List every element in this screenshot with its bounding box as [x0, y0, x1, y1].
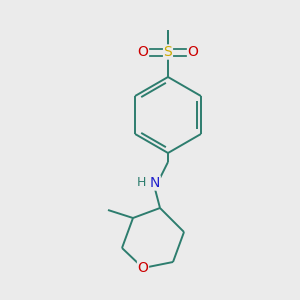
Text: N: N [150, 176, 160, 190]
Text: O: O [138, 45, 148, 59]
Text: H: H [136, 176, 146, 190]
Text: O: O [188, 45, 198, 59]
Text: S: S [164, 45, 172, 59]
Text: O: O [138, 261, 148, 275]
